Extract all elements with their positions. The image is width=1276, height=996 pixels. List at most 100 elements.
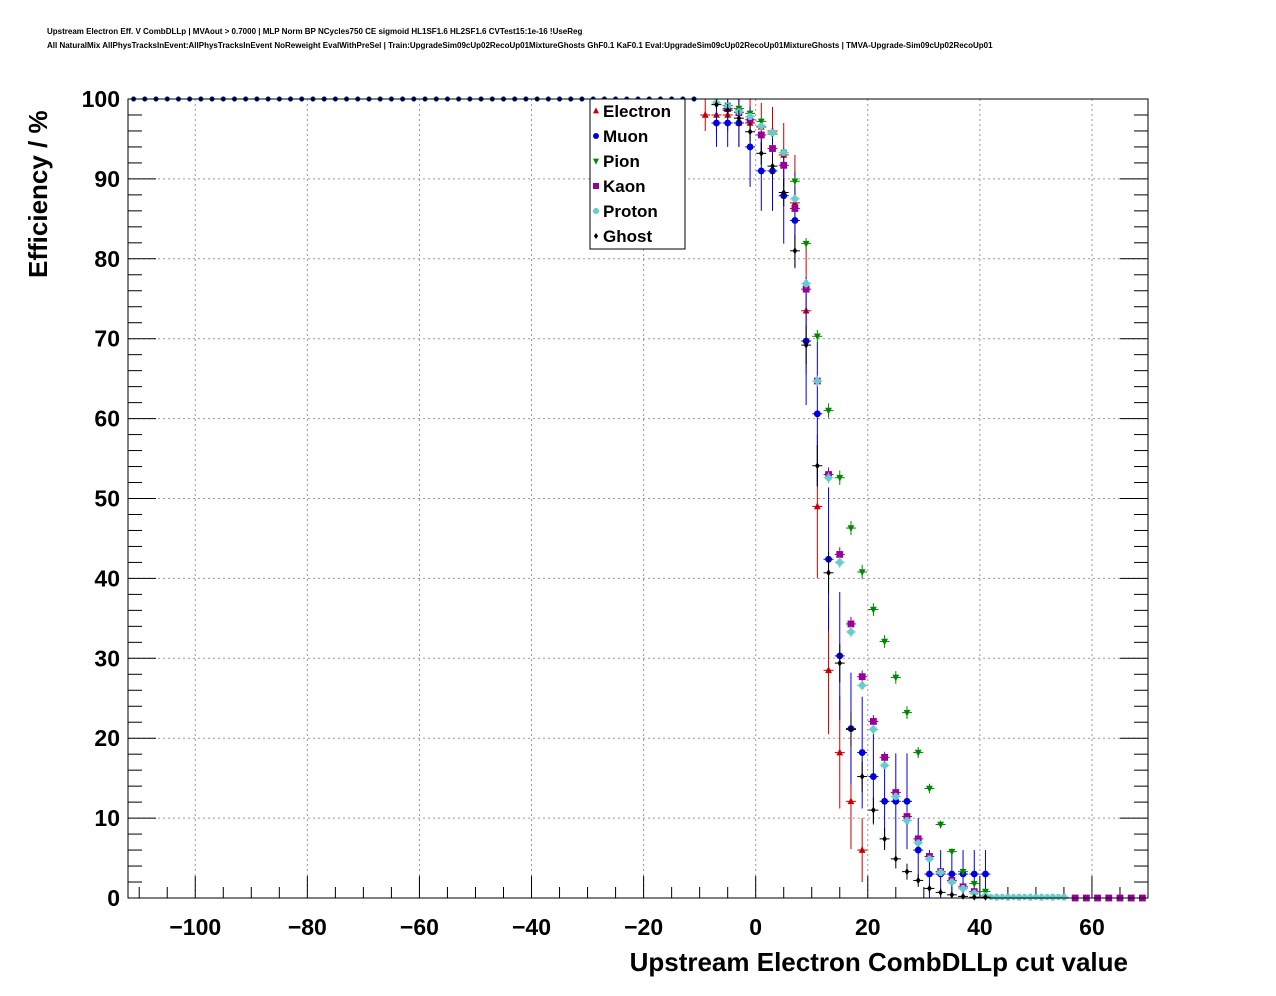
data-point — [938, 889, 944, 896]
data-point — [757, 131, 765, 139]
x-tick-label: 0 — [749, 914, 762, 940]
data-point — [746, 113, 754, 120]
data-point — [724, 119, 732, 127]
legend-box — [589, 98, 686, 250]
data-point — [881, 797, 888, 805]
data-point — [1038, 893, 1045, 901]
title-line-1: Upstream Electron Eff. V CombDLLp | MVAo… — [47, 27, 583, 36]
legend-label-muon: Muon — [603, 127, 648, 146]
data-point — [926, 785, 933, 793]
data-point — [892, 793, 900, 800]
data-point — [970, 870, 978, 878]
data-point — [881, 761, 888, 769]
data-point — [983, 893, 988, 901]
data-point — [858, 846, 866, 853]
data-point — [803, 341, 809, 349]
data-point — [780, 161, 788, 169]
data-point — [714, 101, 719, 108]
data-point — [757, 122, 765, 130]
data-point — [914, 839, 922, 847]
data-point — [993, 893, 1001, 901]
data-point — [904, 868, 910, 876]
data-point — [926, 870, 933, 878]
chart-ticks — [128, 98, 1149, 899]
y-tick-label: 0 — [107, 885, 120, 911]
x-tick-label: −20 — [624, 914, 663, 940]
y-tick-label: 70 — [94, 326, 120, 352]
data-point — [937, 821, 945, 829]
data-point — [769, 129, 776, 136]
data-point — [770, 162, 775, 170]
data-point — [914, 846, 922, 854]
data-point — [859, 773, 865, 780]
title-line-2: All NaturalMix AllPhysTracksInEvent:AllP… — [47, 41, 993, 50]
data-point — [858, 569, 866, 577]
data-point — [836, 474, 844, 482]
data-point — [836, 748, 844, 756]
x-axis-label: Upstream Electron CombDLLp cut value — [630, 947, 1128, 977]
y-tick-label: 30 — [94, 645, 120, 671]
legend-marker-electron — [593, 107, 599, 114]
data-point — [848, 726, 854, 733]
y-tick-label: 10 — [94, 805, 120, 831]
y-tick-label: 50 — [94, 486, 120, 512]
data-point — [836, 551, 844, 558]
legend-marker-proton — [593, 208, 599, 215]
data-point — [871, 806, 876, 814]
legend-label-electron: Electron — [603, 102, 671, 121]
x-tick-label: 40 — [967, 914, 993, 940]
data-point — [825, 407, 832, 415]
data-point — [960, 893, 966, 900]
data-point — [1049, 893, 1057, 901]
legend-marker-muon — [593, 133, 599, 139]
data-point — [881, 638, 888, 646]
data-point — [813, 410, 821, 418]
data-point — [914, 749, 922, 757]
data-point — [826, 569, 831, 577]
data-point — [858, 749, 866, 756]
legend-marker-ghost — [593, 233, 599, 239]
data-point — [970, 889, 978, 897]
legend: Electron Muon Pion Kaon Proton Ghost — [589, 98, 686, 250]
data-point — [927, 885, 932, 892]
y-tick-label: 90 — [94, 166, 120, 192]
data-point — [948, 848, 956, 856]
data-point — [781, 189, 787, 196]
data-point — [914, 835, 922, 843]
data-point — [1060, 893, 1068, 901]
data-point — [791, 217, 799, 224]
x-tick-label: −80 — [288, 914, 327, 940]
data-point — [847, 797, 855, 805]
data-point — [791, 195, 799, 203]
series-kaon — [722, 105, 1148, 902]
data-point — [813, 502, 821, 510]
legend-label-pion: Pion — [603, 152, 640, 171]
legend-label-proton: Proton — [603, 202, 658, 221]
data-point — [915, 877, 921, 884]
x-tick-label: 20 — [855, 914, 881, 940]
data-point — [802, 240, 810, 248]
data-point — [1026, 893, 1034, 901]
y-axis-label: Efficiency / % — [23, 110, 53, 278]
data-point — [1004, 893, 1012, 901]
data-point — [903, 797, 911, 805]
chart-tick-labels: −100 −80 −60 −40 −20 0 20 40 60 0 10 20 30 40 50 60 70 80… — [82, 86, 1105, 940]
data-point — [758, 149, 764, 157]
data-point — [802, 285, 810, 293]
data-point — [948, 870, 956, 878]
data-point — [825, 474, 832, 482]
x-tick-label: −40 — [512, 914, 551, 940]
x-tick-label: −100 — [169, 914, 221, 940]
data-point — [858, 682, 866, 689]
data-point — [847, 525, 855, 533]
data-point — [971, 893, 977, 901]
data-point — [780, 149, 788, 156]
data-point — [948, 878, 956, 886]
data-point — [747, 128, 753, 136]
data-point — [982, 870, 989, 878]
data-point — [713, 119, 720, 127]
data-point — [847, 628, 855, 636]
data-point — [746, 143, 754, 151]
series-pion — [722, 102, 991, 896]
legend-label-ghost: Ghost — [603, 227, 652, 246]
